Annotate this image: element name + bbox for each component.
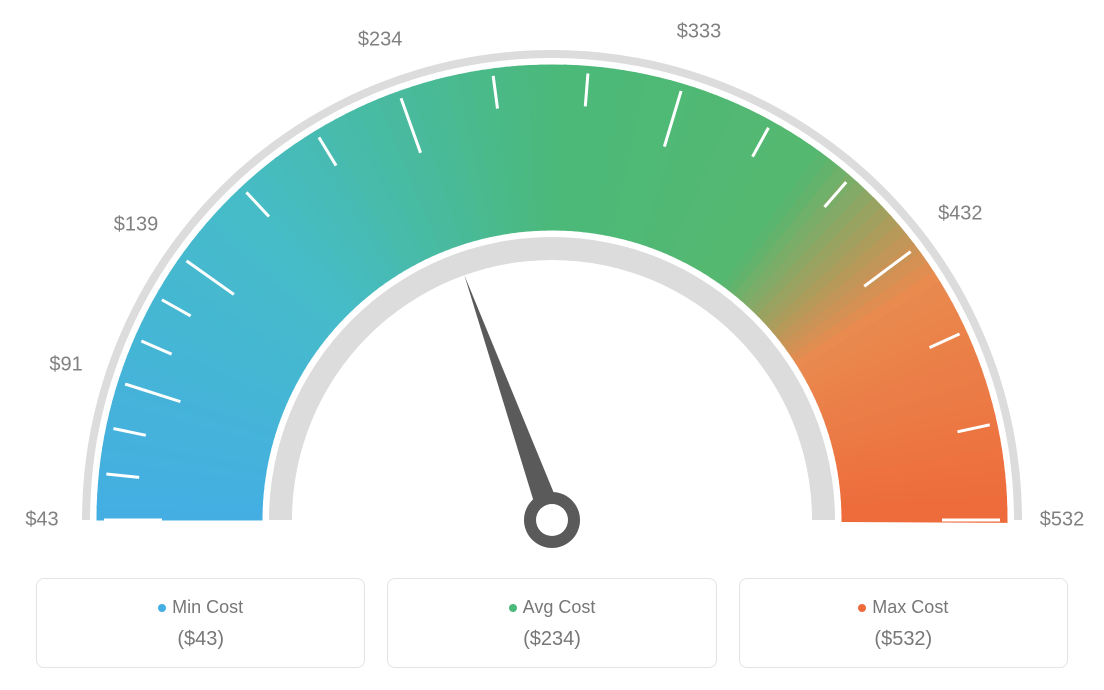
gauge-tick-label: $139 <box>114 214 159 237</box>
legend-value-min: ($43) <box>47 628 354 651</box>
legend-title-avg: Avg Cost <box>398 597 705 618</box>
gauge-svg <box>0 0 1104 560</box>
dot-icon <box>509 604 517 612</box>
legend-card-min: Min Cost ($43) <box>36 578 365 668</box>
gauge-tick-label: $91 <box>49 354 82 377</box>
legend-card-avg: Avg Cost ($234) <box>387 578 716 668</box>
cost-gauge-chart: { "gauge": { "type": "gauge", "cx": 552,… <box>0 0 1104 690</box>
legend-title-text: Min Cost <box>172 597 243 617</box>
gauge-tick-label: $234 <box>358 28 403 51</box>
gauge-tick-label: $532 <box>1040 509 1085 532</box>
gauge-tick-label: $432 <box>938 203 983 226</box>
legend-title-text: Max Cost <box>872 597 948 617</box>
dot-icon <box>158 604 166 612</box>
legend-title-min: Min Cost <box>47 597 354 618</box>
legend-title-max: Max Cost <box>750 597 1057 618</box>
legend-card-max: Max Cost ($532) <box>739 578 1068 668</box>
legend-title-text: Avg Cost <box>523 597 596 617</box>
legend-value-max: ($532) <box>750 628 1057 651</box>
gauge-tick-label: $43 <box>25 509 58 532</box>
legend-value-avg: ($234) <box>398 628 705 651</box>
gauge-tick-label: $333 <box>677 20 722 43</box>
legend-row: Min Cost ($43) Avg Cost ($234) Max Cost … <box>36 578 1068 668</box>
dot-icon <box>858 604 866 612</box>
